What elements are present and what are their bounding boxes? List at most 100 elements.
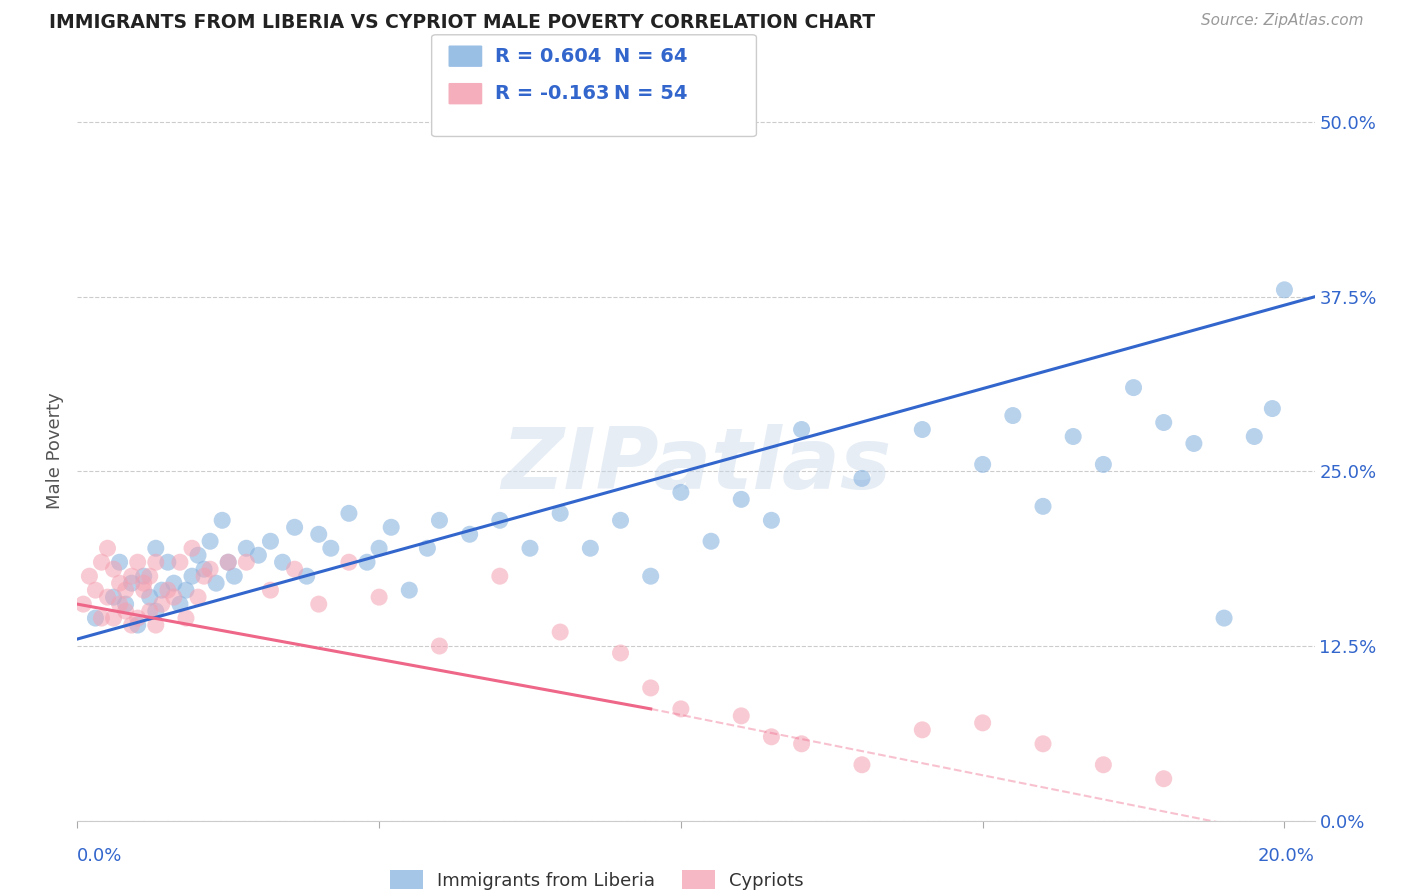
Point: [640, 681, 662, 695]
Point: [127, 618, 149, 632]
Text: Source: ZipAtlas.com: Source: ZipAtlas.com: [1201, 13, 1364, 29]
Point: [96, 541, 118, 556]
Point: [1182, 436, 1205, 450]
Point: [319, 541, 342, 556]
Text: N = 54: N = 54: [614, 84, 688, 103]
Point: [84, 611, 107, 625]
Point: [972, 458, 994, 472]
Point: [548, 625, 571, 640]
Point: [235, 555, 257, 569]
Text: IMMIGRANTS FROM LIBERIA VS CYPRIOT MALE POVERTY CORRELATION CHART: IMMIGRANTS FROM LIBERIA VS CYPRIOT MALE …: [49, 13, 876, 32]
Point: [121, 569, 143, 583]
Text: 0.0%: 0.0%: [77, 847, 122, 865]
Point: [187, 548, 209, 562]
Point: [1243, 429, 1265, 443]
Point: [72, 597, 94, 611]
Point: [103, 562, 125, 576]
Point: [609, 513, 631, 527]
Point: [169, 597, 191, 611]
Point: [851, 757, 873, 772]
Point: [127, 555, 149, 569]
Point: [368, 590, 391, 604]
Point: [851, 471, 873, 485]
Point: [271, 555, 294, 569]
Text: 20.0%: 20.0%: [1258, 847, 1315, 865]
Point: [174, 611, 197, 625]
Point: [114, 597, 136, 611]
Point: [108, 576, 131, 591]
Point: [132, 569, 155, 583]
Point: [169, 555, 191, 569]
Point: [114, 604, 136, 618]
Point: [224, 569, 246, 583]
Point: [730, 709, 752, 723]
Point: [1122, 381, 1144, 395]
Point: [579, 541, 602, 556]
Point: [295, 569, 318, 583]
Point: [84, 583, 107, 598]
Point: [139, 569, 162, 583]
Point: [1153, 772, 1175, 786]
Point: [114, 583, 136, 598]
Point: [108, 597, 131, 611]
Point: [205, 576, 228, 591]
Point: [429, 513, 451, 527]
Point: [458, 527, 481, 541]
Point: [730, 492, 752, 507]
Text: N = 64: N = 64: [614, 46, 688, 66]
Point: [127, 611, 149, 625]
Point: [1092, 757, 1115, 772]
Point: [1062, 429, 1084, 443]
Point: [1001, 409, 1024, 423]
Point: [108, 555, 131, 569]
Point: [90, 611, 112, 625]
Point: [156, 583, 179, 598]
Point: [235, 541, 257, 556]
Point: [259, 583, 281, 598]
Point: [308, 527, 330, 541]
Point: [90, 555, 112, 569]
Point: [145, 555, 167, 569]
Point: [669, 702, 692, 716]
Point: [211, 513, 233, 527]
Point: [217, 555, 239, 569]
Point: [284, 562, 307, 576]
Point: [368, 541, 391, 556]
Text: R = -0.163: R = -0.163: [495, 84, 609, 103]
Point: [380, 520, 402, 534]
Point: [187, 590, 209, 604]
Text: ZIPatlas: ZIPatlas: [501, 424, 891, 507]
Point: [548, 506, 571, 520]
Point: [911, 723, 934, 737]
Point: [198, 534, 221, 549]
Point: [416, 541, 439, 556]
Point: [308, 597, 330, 611]
Point: [139, 604, 162, 618]
Point: [103, 611, 125, 625]
Point: [121, 576, 143, 591]
Point: [96, 590, 118, 604]
Point: [145, 541, 167, 556]
Point: [790, 737, 813, 751]
Point: [150, 583, 173, 598]
Point: [1274, 283, 1296, 297]
Point: [700, 534, 723, 549]
Point: [761, 513, 783, 527]
Point: [181, 541, 204, 556]
Point: [640, 569, 662, 583]
Point: [1213, 611, 1236, 625]
Point: [337, 506, 360, 520]
Point: [132, 576, 155, 591]
Point: [398, 583, 420, 598]
Point: [79, 569, 101, 583]
Point: [1032, 737, 1054, 751]
Point: [198, 562, 221, 576]
Point: [145, 618, 167, 632]
Point: [121, 618, 143, 632]
Point: [247, 548, 270, 562]
Point: [174, 583, 197, 598]
Point: [519, 541, 541, 556]
Point: [284, 520, 307, 534]
Point: [1092, 458, 1115, 472]
Point: [139, 590, 162, 604]
